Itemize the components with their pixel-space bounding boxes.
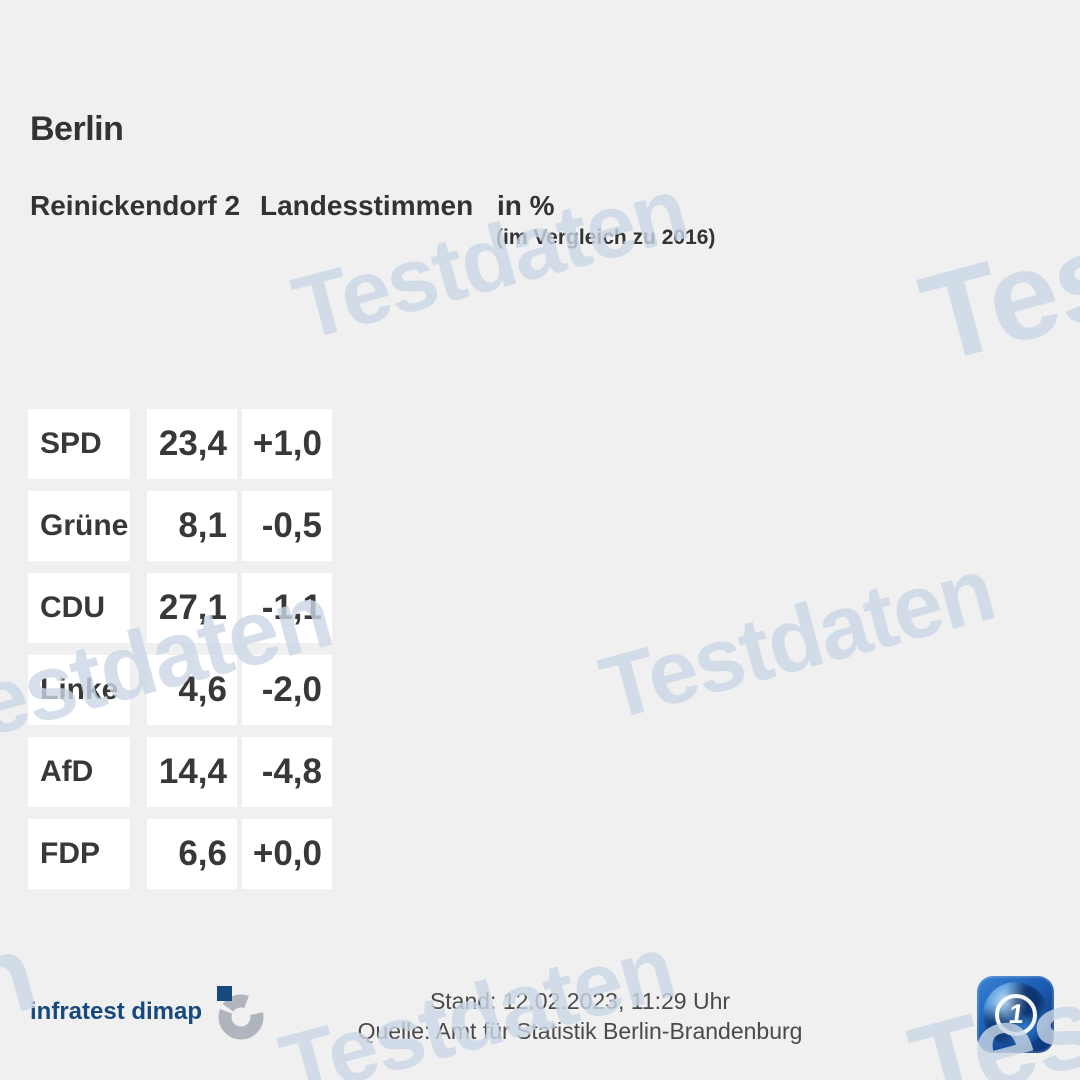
result-row: AfD 14,4 -4,8: [28, 737, 332, 807]
vote-share-value: 8,1: [147, 491, 237, 561]
vote-share-value: 14,4: [147, 737, 237, 807]
ard-one-numeral: 1: [1006, 999, 1027, 1029]
party-label: FDP: [28, 819, 130, 889]
infratest-dimap-wordmark: infratest dimap: [30, 998, 203, 1025]
change-value: -2,0: [242, 655, 332, 725]
change-value: -4,8: [242, 737, 332, 807]
ard-one-ring-icon: 1: [994, 993, 1037, 1036]
testdaten-watermark: Testdaten: [591, 540, 1004, 740]
results-table: SPD 23,4 +1,0 Grüne 8,1 -0,5 CDU 27,1 -1…: [28, 409, 332, 901]
party-label: CDU: [28, 573, 130, 643]
vote-share-value: 23,4: [147, 409, 237, 479]
change-value: +1,0: [242, 409, 332, 479]
result-row: SPD 23,4 +1,0: [28, 409, 332, 479]
change-value: -0,5: [242, 491, 332, 561]
unit-label: in %: [497, 190, 555, 221]
vote-share-value: 27,1: [147, 573, 237, 643]
comparison-label: (im Vergleich zu 2016): [496, 226, 716, 249]
district-label: Reinickendorf 2: [30, 190, 241, 221]
globe-icon: 1: [983, 982, 1048, 1047]
testdaten-watermark: Testdaten: [908, 109, 1080, 389]
result-row: Linke 4,6 -2,0: [28, 655, 332, 725]
vote-share-value: 4,6: [147, 655, 237, 725]
ard-app-logo-icon: 1: [977, 976, 1054, 1053]
party-label: SPD: [28, 409, 130, 479]
infratest-dimap-logo-icon: [210, 984, 266, 1047]
quelle-line: Quelle: Amt für Statistik Berlin-Branden…: [357, 1018, 803, 1044]
vote-share-value: 6,6: [147, 819, 237, 889]
vote-type-label: Landesstimmen: [260, 190, 474, 221]
source-info: Stand: 12.02.2023, 11:29 Uhr Quelle: Amt…: [280, 986, 880, 1046]
change-value: +0,0: [242, 819, 332, 889]
party-label: AfD: [28, 737, 130, 807]
party-label: Linke: [28, 655, 130, 725]
page-title: Berlin: [30, 110, 124, 148]
change-value: -1,1: [242, 573, 332, 643]
result-row: CDU 27,1 -1,1: [28, 573, 332, 643]
result-row: Grüne 8,1 -0,5: [28, 491, 332, 561]
stand-line: Stand: 12.02.2023, 11:29 Uhr: [429, 988, 731, 1014]
party-label: Grüne: [28, 491, 130, 561]
result-row: FDP 6,6 +0,0: [28, 819, 332, 889]
